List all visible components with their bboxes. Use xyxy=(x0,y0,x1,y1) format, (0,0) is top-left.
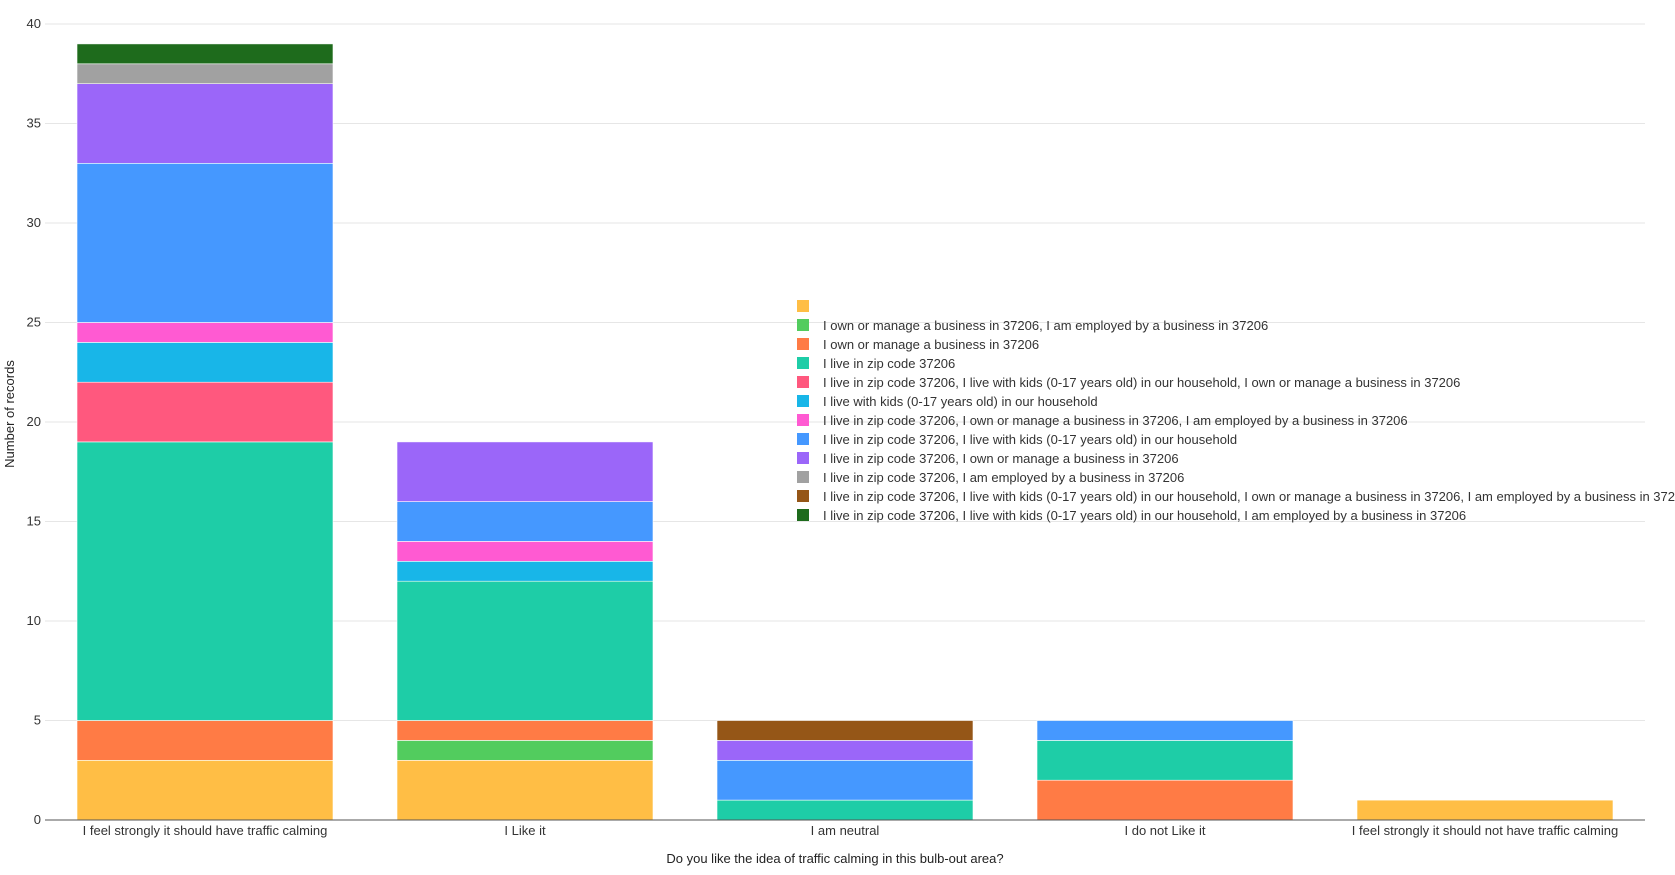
bar-segment[interactable] xyxy=(396,720,654,741)
y-tick-label: 20 xyxy=(27,414,41,429)
x-axis-title: Do you like the idea of traffic calming … xyxy=(666,851,1003,866)
bar-segment[interactable] xyxy=(396,441,654,502)
legend-swatch xyxy=(797,452,809,464)
x-tick-label: I feel strongly it should have traffic c… xyxy=(83,823,328,838)
y-tick-label: 0 xyxy=(34,812,41,827)
legend-swatch xyxy=(797,509,809,521)
legend-swatch xyxy=(797,414,809,426)
bar-segment[interactable] xyxy=(1036,779,1294,821)
legend-label: I live with kids (0-17 years old) in our… xyxy=(823,394,1098,409)
y-tick-label: 30 xyxy=(27,215,41,230)
legend-item[interactable]: I live in zip code 37206, I live with ki… xyxy=(797,508,1466,523)
legend-swatch xyxy=(797,376,809,388)
legend-swatch xyxy=(797,490,809,502)
bar-segment[interactable] xyxy=(396,541,654,562)
bar-segment[interactable] xyxy=(716,720,974,741)
legend-item[interactable]: I live in zip code 37206, I live with ki… xyxy=(797,432,1237,447)
bar-stack xyxy=(396,441,654,821)
legend-item[interactable]: I live in zip code 37206, I live with ki… xyxy=(797,375,1460,390)
x-tick-label: I do not Like it xyxy=(1125,823,1206,838)
legend-item[interactable]: I own or manage a business in 37206, I a… xyxy=(797,318,1268,333)
legend-label: I live in zip code 37206, I live with ki… xyxy=(823,375,1460,390)
bar-segment[interactable] xyxy=(76,43,334,65)
bar-stack xyxy=(76,43,334,821)
x-tick-labels: I feel strongly it should have traffic c… xyxy=(83,823,1619,838)
bar-stack xyxy=(1036,720,1294,821)
bar-segment[interactable] xyxy=(76,163,334,323)
bar-segment[interactable] xyxy=(76,83,334,164)
y-tick-labels: 0 5 10 15 20 25 30 35 40 xyxy=(27,16,41,827)
legend-item[interactable]: I live in zip code 37206, I own or manag… xyxy=(797,413,1408,428)
bar-segment[interactable] xyxy=(716,799,974,821)
x-tick-label: I Like it xyxy=(504,823,546,838)
legend-swatch xyxy=(797,338,809,350)
bar-segment[interactable] xyxy=(1036,720,1294,741)
x-tick-label: I feel strongly it should not have traff… xyxy=(1352,823,1618,838)
bar-segment[interactable] xyxy=(76,322,334,343)
legend-swatch xyxy=(797,357,809,369)
bar-segment[interactable] xyxy=(396,501,654,542)
bar-segment[interactable] xyxy=(396,759,654,821)
legend-swatch xyxy=(797,471,809,483)
x-tick-label: I am neutral xyxy=(811,823,880,838)
y-tick-label: 15 xyxy=(27,514,41,529)
y-tick-label: 25 xyxy=(27,315,41,330)
y-tick-label: 5 xyxy=(34,713,41,728)
legend-item[interactable]: I live in zip code 37206, I live with ki… xyxy=(797,489,1675,504)
bar-segment[interactable] xyxy=(76,342,334,383)
legend-item[interactable]: I live in zip code 37206, I am employed … xyxy=(797,470,1184,485)
legend-label: I live in zip code 37206, I live with ki… xyxy=(823,432,1237,447)
legend-label: I own or manage a business in 37206, I a… xyxy=(823,318,1268,333)
legend-item[interactable]: I live with kids (0-17 years old) in our… xyxy=(797,394,1098,409)
legend-swatch xyxy=(797,433,809,445)
legend-label: I live in zip code 37206, I live with ki… xyxy=(823,508,1466,523)
bar-stack xyxy=(716,720,974,821)
legend-item[interactable] xyxy=(797,300,809,312)
legend-label: I own or manage a business in 37206 xyxy=(823,337,1039,352)
bar-segment[interactable] xyxy=(76,381,334,443)
legend-label: I live in zip code 37206, I am employed … xyxy=(823,470,1184,485)
legend-swatch xyxy=(797,300,809,312)
legend-label: I live in zip code 37206, I own or manag… xyxy=(823,413,1408,428)
bar-segment[interactable] xyxy=(716,759,974,801)
legend-item[interactable]: I live in zip code 37206 xyxy=(797,356,955,371)
legend-swatch xyxy=(797,319,809,331)
bar-segment[interactable] xyxy=(76,720,334,761)
legend-label: I live in zip code 37206 xyxy=(823,356,955,371)
bar-segment[interactable] xyxy=(396,580,654,721)
bar-segment[interactable] xyxy=(76,441,334,721)
bar-segment[interactable] xyxy=(1036,740,1294,781)
legend-swatch xyxy=(797,395,809,407)
legend-item[interactable]: I live in zip code 37206, I own or manag… xyxy=(797,451,1179,466)
bar-stacks xyxy=(76,43,1614,821)
bar-segment[interactable] xyxy=(76,759,334,821)
bar-segment[interactable] xyxy=(716,740,974,761)
bar-segment[interactable] xyxy=(1356,799,1614,821)
bar-segment[interactable] xyxy=(396,560,654,582)
legend-label: I live in zip code 37206, I own or manag… xyxy=(823,451,1179,466)
legend-item[interactable]: I own or manage a business in 37206 xyxy=(797,337,1039,352)
bar-segment[interactable] xyxy=(396,740,654,761)
y-axis-title: Number of records xyxy=(2,360,17,468)
bar-segment[interactable] xyxy=(76,63,334,84)
bar-stack xyxy=(1356,799,1614,821)
legend[interactable]: I own or manage a business in 37206, I a… xyxy=(797,300,1675,523)
y-tick-label: 35 xyxy=(27,116,41,131)
legend-label: I live in zip code 37206, I live with ki… xyxy=(823,489,1675,504)
y-tick-label: 40 xyxy=(27,16,41,31)
y-tick-label: 10 xyxy=(27,613,41,628)
